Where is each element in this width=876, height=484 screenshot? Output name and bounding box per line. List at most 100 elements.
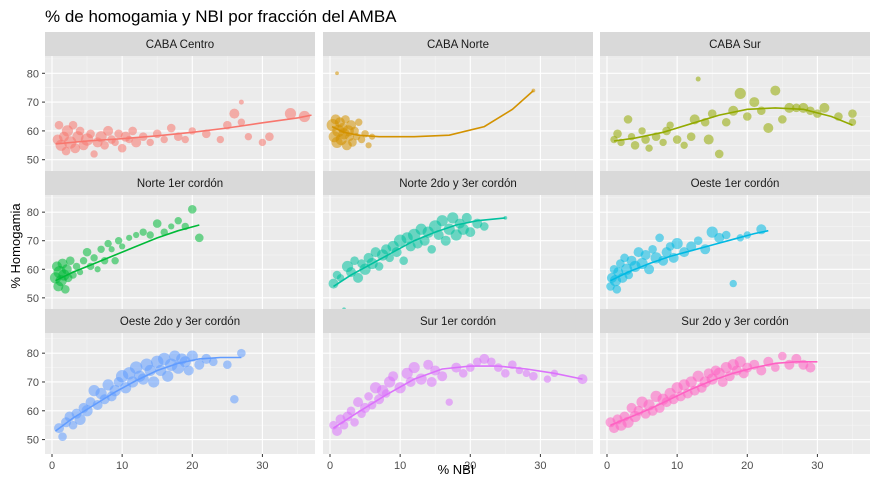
data-point xyxy=(133,231,140,239)
data-point xyxy=(645,144,653,152)
facet-label: Norte 2do y 3er cordón xyxy=(399,178,517,190)
data-point xyxy=(717,376,728,387)
data-point xyxy=(152,219,162,228)
data-point xyxy=(82,247,92,257)
facet-strip xyxy=(45,32,315,56)
data-point xyxy=(68,120,78,130)
data-point xyxy=(90,150,98,158)
y-tick-label: 50 xyxy=(27,155,39,167)
data-point xyxy=(353,397,364,408)
data-point xyxy=(229,108,240,119)
data-point xyxy=(374,262,384,271)
data-point xyxy=(461,212,472,223)
data-point xyxy=(209,357,218,367)
data-point xyxy=(848,109,857,118)
data-point xyxy=(494,363,503,372)
x-tick-label: 10 xyxy=(394,460,406,472)
smooth-line xyxy=(333,217,506,288)
facet-label: CABA Centro xyxy=(146,39,214,51)
data-point xyxy=(126,234,133,241)
x-tick-label: 0 xyxy=(327,460,333,472)
data-point xyxy=(72,262,81,271)
data-point xyxy=(186,350,198,362)
data-point xyxy=(447,212,459,224)
data-point xyxy=(440,235,451,246)
data-point xyxy=(399,256,408,266)
data-point xyxy=(237,118,246,126)
facet-strip xyxy=(600,309,870,333)
data-point xyxy=(365,142,372,149)
data-point xyxy=(100,141,109,150)
x-tick-label: 10 xyxy=(116,460,128,472)
data-point xyxy=(70,143,81,154)
data-point xyxy=(258,138,267,147)
data-point xyxy=(770,85,781,96)
data-point xyxy=(388,371,399,382)
data-point xyxy=(97,245,105,253)
data-point xyxy=(436,215,448,227)
facet-panel: Sur 2do y 3er cordón 0 10 20 30 xyxy=(600,309,870,472)
data-point xyxy=(543,375,552,383)
data-point xyxy=(749,97,760,108)
x-tick-label: 30 xyxy=(534,460,546,472)
facet-strip xyxy=(323,32,593,56)
data-point xyxy=(729,279,737,288)
facet-label: Norte 1er cordón xyxy=(137,178,223,190)
data-point xyxy=(734,356,746,368)
data-point xyxy=(128,126,137,136)
facet-panel: Oeste 2do y 3er cordón 50 60 70 80 0 10 20 30 xyxy=(27,309,315,472)
data-point xyxy=(146,231,154,239)
data-point xyxy=(332,425,343,436)
data-point xyxy=(426,376,437,387)
facet-label: CABA Norte xyxy=(427,39,489,51)
data-point xyxy=(714,149,724,159)
data-point xyxy=(613,129,622,139)
data-point xyxy=(103,125,114,136)
data-point xyxy=(119,243,126,250)
data-point xyxy=(265,132,274,141)
data-point xyxy=(427,244,437,254)
data-point xyxy=(355,118,363,126)
data-point xyxy=(230,394,239,404)
data-point xyxy=(111,138,119,147)
data-point xyxy=(104,239,112,248)
data-point xyxy=(131,137,142,148)
y-tick-label: 50 xyxy=(27,293,39,305)
data-point xyxy=(636,257,648,270)
facet-strip xyxy=(600,171,870,195)
facet-panel: Sur 1er cordón 0 10 20 30 xyxy=(323,309,593,472)
data-point xyxy=(223,360,232,369)
data-point xyxy=(348,138,357,147)
data-point xyxy=(94,266,101,273)
data-point xyxy=(75,126,85,136)
data-point xyxy=(465,363,475,372)
data-point xyxy=(194,233,204,243)
data-point xyxy=(522,369,531,378)
data-point xyxy=(721,117,731,127)
facet-label: Sur 2do y 3er cordón xyxy=(681,316,788,328)
smooth-line xyxy=(55,356,242,432)
data-point xyxy=(778,351,787,361)
data-point xyxy=(529,371,538,381)
data-point xyxy=(108,246,115,253)
data-point xyxy=(630,141,640,150)
smooth-line xyxy=(610,229,769,282)
smooth-line xyxy=(55,114,312,145)
data-point xyxy=(146,138,154,147)
data-point xyxy=(341,115,350,124)
data-point xyxy=(90,254,98,262)
smooth-line xyxy=(55,224,200,282)
data-point xyxy=(640,250,651,260)
y-tick-label: 50 xyxy=(27,435,39,447)
y-tick-label: 70 xyxy=(27,97,39,109)
data-point xyxy=(114,237,123,245)
facet-panel: Oeste 1er cordón xyxy=(600,171,870,315)
smooth-line xyxy=(333,365,583,429)
facet-panels: CABA Centro 50 60 70 80 CABA Norte CABA Sur Nor… xyxy=(27,32,870,472)
data-point xyxy=(350,256,359,266)
y-tick-label: 70 xyxy=(27,236,39,248)
data-point xyxy=(734,87,746,100)
data-point xyxy=(659,138,667,147)
data-point xyxy=(74,413,86,426)
x-tick-label: 20 xyxy=(741,460,753,472)
